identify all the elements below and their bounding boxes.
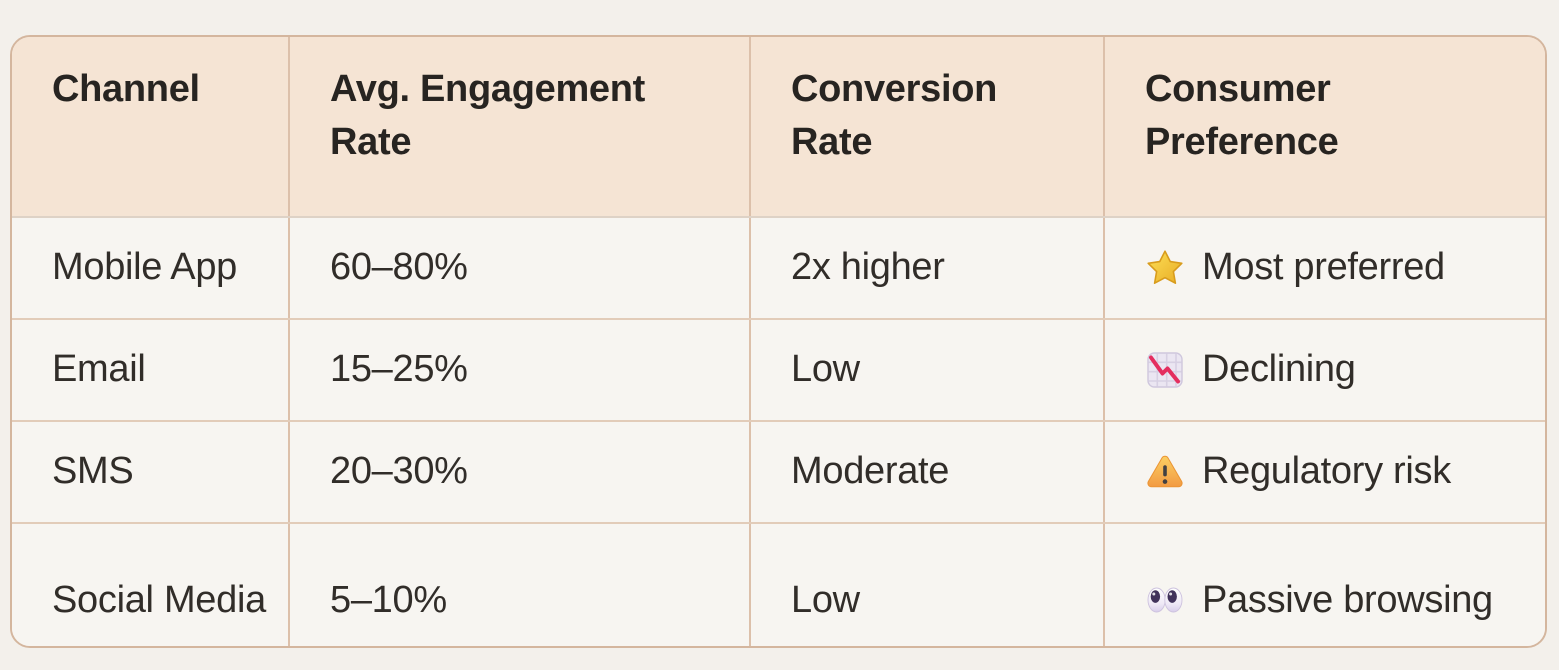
cell-conversion-rate: Moderate: [750, 421, 1105, 524]
cell-consumer-preference: Passive browsing: [1104, 523, 1545, 646]
star-icon: [1145, 248, 1185, 288]
cell-channel: Email: [12, 319, 290, 422]
preference-label: Most preferred: [1202, 246, 1445, 289]
preference-label: Regulatory risk: [1202, 450, 1451, 493]
cell-channel: SMS: [12, 421, 290, 524]
header-row: Channel Avg. Engagement Rate Conversion …: [12, 37, 1545, 218]
column-header-conversion-rate: Conversion Rate: [750, 37, 1105, 218]
cell-consumer-preference: Most preferred: [1104, 217, 1545, 320]
warning-icon: [1145, 452, 1185, 492]
cell-conversion-rate: Low: [750, 319, 1105, 422]
eyes-icon: [1145, 580, 1185, 620]
column-header-engagement-rate: Avg. Engagement Rate: [289, 37, 751, 218]
comparison-table-card: Channel Avg. Engagement Rate Conversion …: [10, 35, 1547, 648]
table-row-sms: SMS 20–30% Moderate: [12, 421, 1545, 524]
cell-engagement-rate: 5–10%: [289, 523, 751, 646]
cell-engagement-rate: 60–80%: [289, 217, 751, 320]
channel-comparison-table: Channel Avg. Engagement Rate Conversion …: [12, 37, 1545, 646]
column-header-channel: Channel: [12, 37, 290, 218]
chart-decreasing-icon: [1145, 350, 1185, 390]
table-row-mobile-app: Mobile App 60–80% 2x higher: [12, 217, 1545, 320]
table-row-email: Email 15–25% Low Declining: [12, 319, 1545, 422]
cell-conversion-rate: 2x higher: [750, 217, 1105, 320]
cell-consumer-preference: Declining: [1104, 319, 1545, 422]
cell-channel: Mobile App: [12, 217, 290, 320]
cell-conversion-rate: Low: [750, 523, 1105, 646]
cell-engagement-rate: 15–25%: [289, 319, 751, 422]
preference-label: Declining: [1202, 348, 1356, 391]
table-row-social-media: Social Media 5–10% Low: [12, 523, 1545, 646]
cell-consumer-preference: Regulatory risk: [1104, 421, 1545, 524]
cell-channel: Social Media: [12, 523, 290, 646]
cell-engagement-rate: 20–30%: [289, 421, 751, 524]
preference-label: Passive browsing: [1202, 578, 1493, 621]
column-header-consumer-preference: Consumer Preference: [1104, 37, 1545, 218]
